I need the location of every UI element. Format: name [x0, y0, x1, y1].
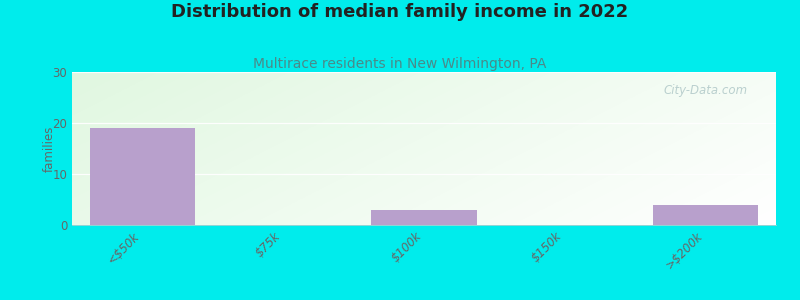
Text: City-Data.com: City-Data.com: [664, 84, 748, 97]
Bar: [90, 128, 195, 225]
Bar: [653, 205, 758, 225]
Y-axis label: families: families: [43, 125, 56, 172]
Bar: [371, 210, 477, 225]
Text: Distribution of median family income in 2022: Distribution of median family income in …: [171, 3, 629, 21]
Text: Multirace residents in New Wilmington, PA: Multirace residents in New Wilmington, P…: [254, 57, 546, 71]
